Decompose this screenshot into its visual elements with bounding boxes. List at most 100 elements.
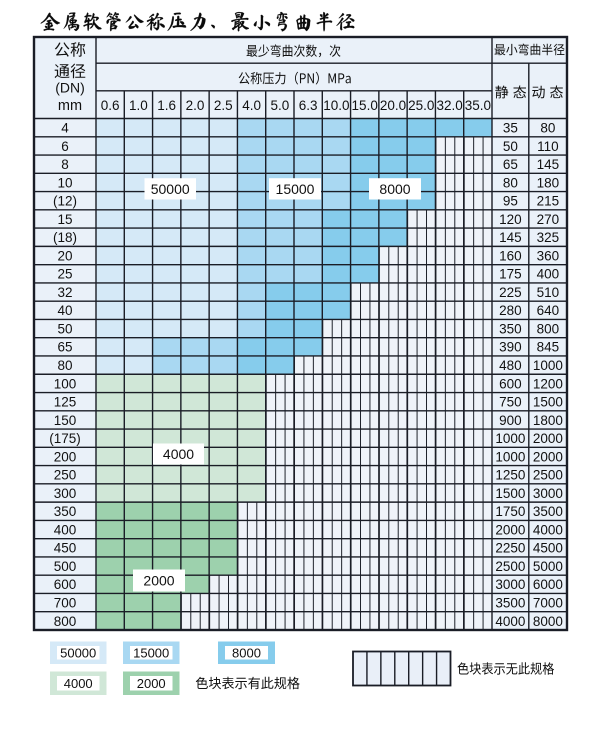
- svg-text:5000: 5000: [533, 559, 563, 574]
- svg-text:350: 350: [54, 504, 77, 519]
- svg-text:1750: 1750: [495, 504, 525, 519]
- svg-text:600: 600: [54, 577, 77, 592]
- svg-text:250: 250: [54, 468, 77, 483]
- svg-text:2.0: 2.0: [186, 98, 205, 113]
- svg-text:4000: 4000: [163, 446, 194, 462]
- svg-text:1.0: 1.0: [129, 98, 148, 113]
- svg-text:3500: 3500: [495, 596, 525, 611]
- svg-text:35.0: 35.0: [465, 98, 491, 113]
- svg-text:50: 50: [57, 322, 72, 337]
- svg-text:145: 145: [499, 230, 522, 245]
- svg-text:2000: 2000: [495, 522, 525, 537]
- svg-text:6.3: 6.3: [299, 98, 318, 113]
- svg-text:(175): (175): [49, 431, 81, 446]
- svg-text:15000: 15000: [133, 646, 169, 661]
- svg-text:10.0: 10.0: [323, 98, 349, 113]
- svg-text:32.0: 32.0: [436, 98, 462, 113]
- svg-text:700: 700: [54, 596, 77, 611]
- svg-text:3000: 3000: [533, 486, 563, 501]
- svg-text:50000: 50000: [60, 646, 96, 661]
- svg-text:150: 150: [54, 413, 77, 428]
- svg-text:10: 10: [57, 175, 72, 190]
- svg-text:4000: 4000: [495, 614, 525, 629]
- svg-text:50000: 50000: [151, 181, 190, 197]
- svg-text:480: 480: [499, 358, 522, 373]
- svg-text:450: 450: [54, 541, 77, 556]
- svg-text:2250: 2250: [495, 541, 525, 556]
- svg-text:400: 400: [54, 522, 77, 537]
- svg-text:2.5: 2.5: [214, 98, 233, 113]
- svg-text:4000: 4000: [533, 522, 563, 537]
- svg-text:180: 180: [537, 175, 560, 190]
- svg-text:20: 20: [57, 248, 72, 263]
- svg-text:8: 8: [61, 157, 69, 172]
- svg-text:800: 800: [54, 614, 77, 629]
- svg-text:50: 50: [503, 139, 518, 154]
- svg-text:300: 300: [54, 486, 77, 501]
- svg-text:15.0: 15.0: [352, 98, 378, 113]
- svg-text:225: 225: [499, 285, 522, 300]
- svg-text:360: 360: [537, 248, 560, 263]
- svg-text:4500: 4500: [533, 541, 563, 556]
- svg-text:6: 6: [61, 139, 69, 154]
- svg-text:800: 800: [537, 322, 560, 337]
- svg-text:0.6: 0.6: [101, 98, 120, 113]
- svg-text:(DN): (DN): [55, 80, 85, 96]
- svg-text:1200: 1200: [533, 376, 563, 391]
- svg-text:80: 80: [57, 358, 72, 373]
- svg-text:1000: 1000: [495, 449, 525, 464]
- svg-text:65: 65: [57, 340, 72, 355]
- svg-text:325: 325: [537, 230, 560, 245]
- svg-text:4000: 4000: [64, 676, 93, 691]
- svg-text:750: 750: [499, 395, 522, 410]
- svg-text:15: 15: [57, 212, 72, 227]
- svg-text:215: 215: [537, 194, 560, 209]
- svg-text:25: 25: [57, 267, 72, 282]
- svg-text:175: 175: [499, 267, 522, 282]
- svg-text:2000: 2000: [137, 676, 166, 691]
- svg-text:390: 390: [499, 340, 522, 355]
- svg-text:8000: 8000: [533, 614, 563, 629]
- svg-text:(18): (18): [53, 230, 77, 245]
- svg-text:2500: 2500: [533, 468, 563, 483]
- svg-text:100: 100: [54, 376, 77, 391]
- svg-text:350: 350: [499, 322, 522, 337]
- svg-text:4.0: 4.0: [242, 98, 261, 113]
- svg-text:1000: 1000: [533, 358, 563, 373]
- svg-text:510: 510: [537, 285, 560, 300]
- svg-text:270: 270: [537, 212, 560, 227]
- svg-text:35: 35: [503, 121, 518, 136]
- svg-text:200: 200: [54, 449, 77, 464]
- svg-text:120: 120: [499, 212, 522, 227]
- svg-text:3500: 3500: [533, 504, 563, 519]
- svg-text:110: 110: [537, 139, 559, 154]
- svg-text:5.0: 5.0: [271, 98, 290, 113]
- svg-text:7000: 7000: [533, 596, 563, 611]
- svg-text:125: 125: [54, 395, 77, 410]
- svg-text:(12): (12): [53, 194, 77, 209]
- svg-text:32: 32: [57, 285, 72, 300]
- svg-text:1000: 1000: [495, 431, 525, 446]
- svg-text:2000: 2000: [533, 449, 563, 464]
- svg-text:845: 845: [537, 340, 560, 355]
- svg-text:280: 280: [499, 303, 522, 318]
- svg-text:1.6: 1.6: [157, 98, 176, 113]
- svg-text:640: 640: [537, 303, 560, 318]
- svg-text:145: 145: [537, 157, 560, 172]
- svg-text:65: 65: [503, 157, 518, 172]
- svg-text:95: 95: [503, 194, 518, 209]
- svg-text:160: 160: [499, 248, 522, 263]
- svg-text:80: 80: [540, 121, 555, 136]
- svg-text:900: 900: [499, 413, 522, 428]
- svg-text:1800: 1800: [533, 413, 563, 428]
- svg-text:80: 80: [503, 175, 518, 190]
- svg-text:1500: 1500: [533, 395, 563, 410]
- svg-text:8000: 8000: [232, 646, 261, 661]
- svg-text:8000: 8000: [379, 181, 410, 197]
- svg-text:6000: 6000: [533, 577, 563, 592]
- svg-text:20.0: 20.0: [380, 98, 406, 113]
- svg-text:1250: 1250: [495, 468, 525, 483]
- svg-text:600: 600: [499, 376, 522, 391]
- svg-text:2000: 2000: [143, 573, 174, 589]
- svg-text:3000: 3000: [495, 577, 525, 592]
